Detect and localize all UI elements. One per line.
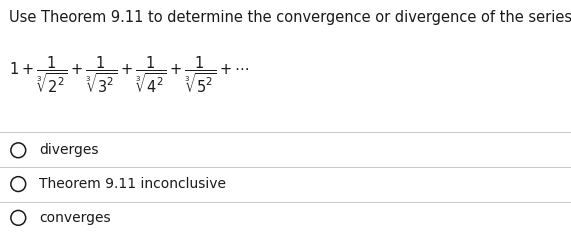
Text: diverges: diverges	[39, 143, 98, 157]
Text: $1+\dfrac{1}{\sqrt[3]{2^2}}+\dfrac{1}{\sqrt[3]{3^2}}+\dfrac{1}{\sqrt[3]{4^2}}+\d: $1+\dfrac{1}{\sqrt[3]{2^2}}+\dfrac{1}{\s…	[9, 54, 249, 95]
Text: Theorem 9.11 inconclusive: Theorem 9.11 inconclusive	[39, 177, 226, 191]
Text: converges: converges	[39, 211, 110, 225]
Text: Use Theorem 9.11 to determine the convergence or divergence of the series.: Use Theorem 9.11 to determine the conver…	[9, 10, 571, 25]
